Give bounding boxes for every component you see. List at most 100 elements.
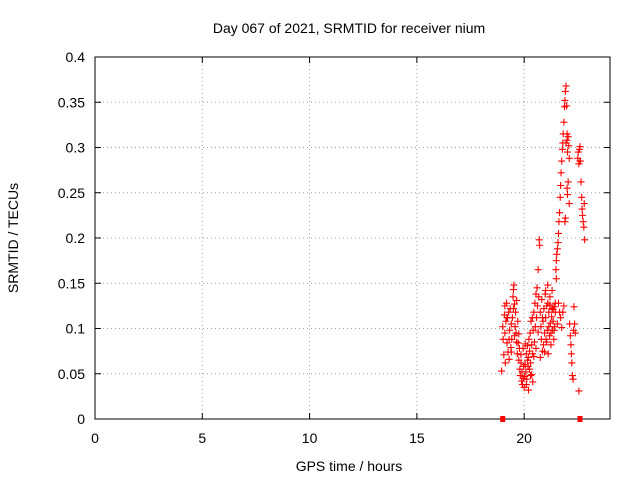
data-point	[502, 317, 510, 325]
y-tick-label: 0.1	[66, 321, 86, 337]
data-point	[530, 338, 538, 346]
data-point	[552, 257, 560, 265]
data-point	[519, 344, 527, 352]
data-point	[565, 200, 573, 208]
data-point	[575, 387, 583, 395]
data-point	[555, 218, 563, 226]
data-point	[562, 139, 570, 147]
data-point	[501, 302, 509, 310]
data-point	[562, 82, 570, 90]
data-point	[522, 381, 530, 389]
data-point	[498, 367, 506, 375]
data-point	[523, 356, 531, 364]
data-point	[560, 302, 568, 310]
data-point	[536, 353, 544, 361]
data-point	[517, 359, 525, 367]
data-point	[548, 286, 556, 294]
y-tick-label: 0	[77, 411, 85, 427]
axis-ticks: 0 0.05 0.1 0.15 0.2 0.25 0.3 0.35 0.4 0 5 10 15 20	[58, 49, 610, 446]
data-point	[527, 317, 535, 325]
data-point	[571, 320, 579, 328]
data-point	[533, 284, 541, 292]
data-point	[549, 317, 557, 325]
grid-lines	[95, 57, 610, 419]
data-point	[568, 359, 576, 367]
data-point	[553, 320, 561, 328]
data-point	[539, 317, 547, 325]
data-point	[538, 314, 546, 322]
x-tick-label: 10	[302, 430, 318, 446]
chart-title: Day 067 of 2021, SRMTID for receiver niu…	[213, 20, 485, 36]
data-point	[567, 341, 575, 349]
x-tick-label: 5	[198, 430, 206, 446]
data-point	[557, 169, 565, 177]
data-point	[509, 305, 517, 313]
data-point	[512, 308, 520, 316]
data-point	[511, 300, 519, 308]
data-point	[521, 340, 529, 348]
data-point	[550, 335, 558, 343]
data-point	[513, 350, 521, 358]
data-point	[576, 157, 584, 165]
data-point	[510, 281, 518, 289]
data-point	[501, 329, 509, 337]
data-point	[550, 303, 558, 311]
data-point	[560, 118, 568, 126]
data-point	[522, 368, 530, 376]
data-point	[579, 211, 587, 219]
data-point	[509, 293, 517, 301]
data-point	[557, 314, 565, 322]
data-point	[506, 326, 514, 334]
data-point	[553, 250, 561, 258]
data-point	[534, 266, 542, 274]
data-point	[532, 344, 540, 352]
data-point	[528, 371, 536, 379]
data-point	[514, 317, 522, 325]
data-point	[578, 205, 586, 213]
data-point	[578, 193, 586, 201]
data-point	[561, 214, 569, 222]
data-point	[505, 308, 513, 316]
data-point	[544, 350, 552, 358]
data-point	[554, 239, 562, 247]
y-tick-label: 0.4	[66, 49, 86, 65]
zero-value-point	[577, 416, 583, 422]
data-point	[536, 241, 544, 249]
data-point	[517, 351, 525, 359]
data-point	[559, 308, 567, 316]
data-point	[513, 338, 521, 346]
data-point	[577, 178, 585, 186]
data-point	[561, 96, 569, 104]
data-point	[503, 339, 511, 347]
data-point	[558, 157, 566, 165]
data-point	[564, 178, 572, 186]
data-point	[552, 266, 560, 274]
plot-frame	[94, 56, 611, 420]
data-point	[570, 303, 578, 311]
data-point	[571, 329, 579, 337]
data-point	[569, 375, 577, 383]
data-point	[555, 229, 562, 237]
y-axis-label: SRMTID / TECUs	[5, 183, 21, 293]
data-point	[557, 182, 565, 190]
data-point	[501, 359, 509, 367]
data-points	[498, 82, 589, 422]
data-point	[555, 299, 562, 307]
data-point	[505, 355, 513, 363]
data-point	[503, 314, 511, 322]
data-point	[534, 328, 542, 336]
y-tick-label: 0.35	[58, 94, 85, 110]
data-point	[500, 351, 508, 359]
data-point	[552, 275, 560, 283]
data-point	[541, 348, 549, 356]
data-point	[530, 308, 538, 316]
data-point	[581, 236, 589, 244]
data-point	[513, 296, 521, 304]
data-point	[514, 339, 522, 347]
data-point	[563, 102, 571, 110]
x-tick-label: 15	[409, 430, 425, 446]
data-point	[547, 341, 555, 349]
data-point	[511, 332, 519, 340]
